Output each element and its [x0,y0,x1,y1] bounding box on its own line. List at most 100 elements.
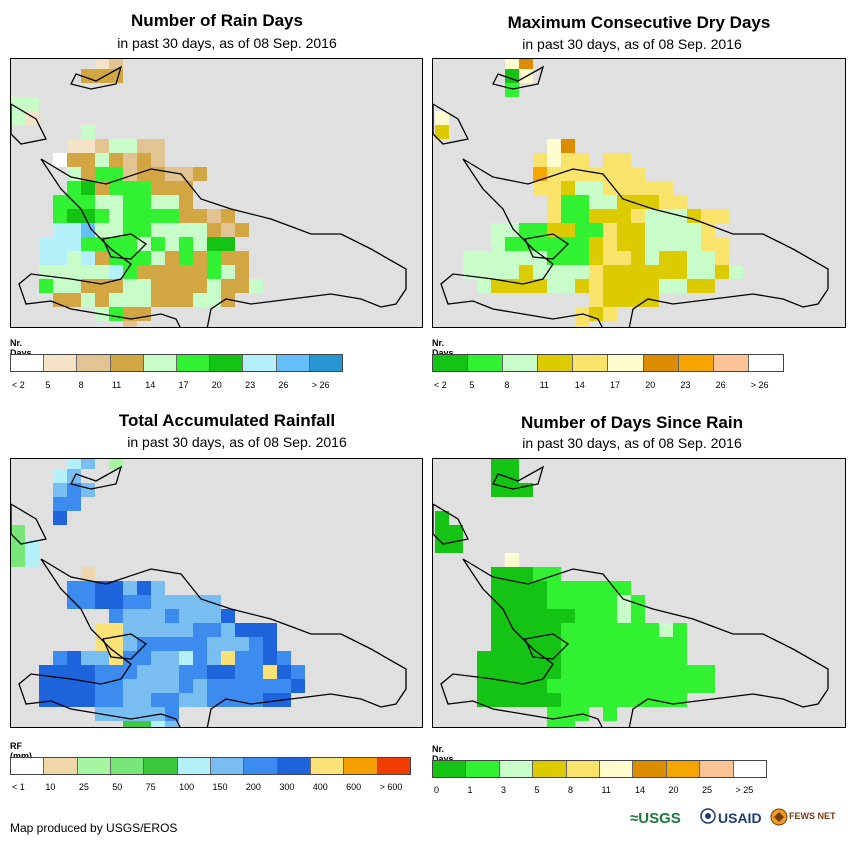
legend-swatch [210,758,245,774]
grid-cell [193,609,207,623]
grid-cell [561,223,575,237]
grid-cell [165,279,179,293]
legend-title: Nr. Days [10,338,32,358]
map-svg [11,459,407,727]
grid-cell [165,721,179,727]
grid-cell [53,279,67,293]
grid-cell [67,279,81,293]
grid-cell [123,223,137,237]
total-rainfall-legend-bar [10,757,411,775]
grid-cell [123,181,137,195]
grid-cell [123,153,137,167]
grid-cell [207,665,221,679]
grid-cell [631,223,645,237]
grid-cell [617,679,631,693]
grid-cell [179,181,193,195]
grid-cell [561,623,575,637]
grid-cell [123,679,137,693]
grid-cell [645,251,659,265]
legend-swatch [499,761,534,777]
grid-cell [547,609,561,623]
grid-cell [589,237,603,251]
legend-label: 5 [469,380,475,390]
grid-cell [53,153,67,167]
legend-label: 150 [212,782,228,792]
grid-cell [603,153,617,167]
grid-cell [165,293,179,307]
grid-cell [109,59,123,69]
grid-cell [67,293,81,307]
grid-cell [151,153,165,167]
island-outline [492,465,545,490]
grid-cell [67,469,81,483]
grid-cell [533,279,547,293]
grid-cell [589,693,603,707]
grid-cell [109,153,123,167]
rain-days-legend-bar [10,354,343,372]
grid-cell [519,279,533,293]
grid-cell [519,223,533,237]
grid-cell [617,693,631,707]
grid-cell [81,483,95,497]
grid-cell [617,181,631,195]
grid-cell [575,209,589,223]
grid-cell [505,265,519,279]
grid-cell [81,167,95,181]
grid-cell [519,581,533,595]
grid-cell [123,195,137,209]
grid-cell [179,209,193,223]
legend-label: 200 [245,782,261,792]
grid-cell [491,581,505,595]
legend-label: 11 [601,785,611,795]
panel-subtitle: in past 30 days, as of 08 Sep. 2016 [117,35,337,51]
grid-cell [277,679,291,693]
days-since-rain-legend-labels: 0 1 3 5 8 11 14 20 25 > 25 [432,785,767,797]
grid-cell [435,539,449,553]
island-outline [102,233,148,260]
legend-swatch [566,761,601,777]
legend-swatch [144,758,178,774]
grid-cell [491,251,505,265]
legend-label: 11 [111,380,122,390]
grid-cell [263,623,277,637]
grid-cell [617,637,631,651]
grid-cell [95,59,109,69]
legend-swatch [210,355,244,371]
grid-cell [659,279,673,293]
max-dry-days-map [432,58,846,328]
legend-label: < 1 [12,782,25,792]
grid-cell [291,665,305,679]
grid-cell [631,623,645,637]
grid-cell [547,707,561,721]
grid-cell [505,483,519,497]
grid-cell [729,265,743,279]
grid-cell [53,251,67,265]
grid-cell [95,265,109,279]
grid-cell [617,623,631,637]
grid-cell [221,237,235,251]
grid-cell [123,321,137,327]
grid-cell [193,623,207,637]
grid-cell [589,181,603,195]
grid-cell [561,265,575,279]
grid-cell [533,567,547,581]
grid-cell [477,279,491,293]
grid-cell [603,237,617,251]
grid-cell [81,223,95,237]
legend-label: 25 [702,785,713,795]
grid-cell [249,651,263,665]
grid-cell [561,181,575,195]
grid-cell [207,293,221,307]
panel-title: Maximum Consecutive Dry Days [507,13,771,32]
grid-cell [123,721,137,727]
grid-cell [207,623,221,637]
grid-cell [109,623,123,637]
grid-cell [645,265,659,279]
island-outline [433,103,469,145]
grid-cell [123,693,137,707]
grid-cell [137,707,151,721]
grid-cell [561,251,575,265]
grid-cell [491,665,505,679]
grid-cell [701,279,715,293]
grid-cell [95,665,109,679]
